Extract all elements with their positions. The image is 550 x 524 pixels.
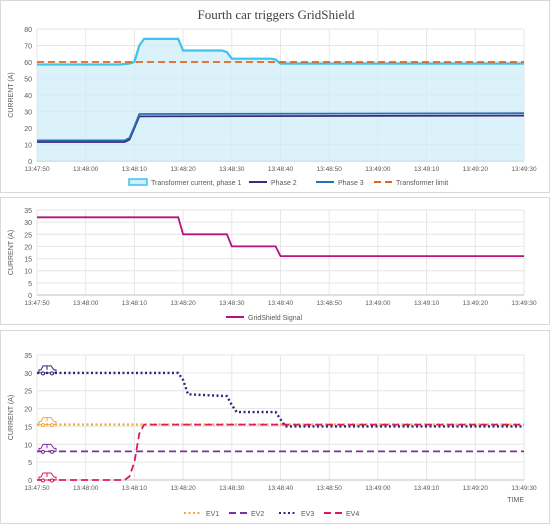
chart-panel-gridshield: 0 5 10 15 20 25 30 35 13:47:50 13:48:00 13:48:10 13… xyxy=(0,197,550,325)
x-tick-label: 13:49:20 xyxy=(463,300,489,307)
x-tick-label: 13:48:40 xyxy=(268,300,294,307)
y-tick-label: 20 xyxy=(24,126,32,133)
series-area-0 xyxy=(37,38,524,161)
x-tick-label: 13:48:00 xyxy=(73,166,99,173)
y-tick-label: 10 xyxy=(24,442,32,449)
series-line-3 xyxy=(37,423,524,481)
x-tick-label: 13:48:30 xyxy=(219,300,245,307)
x-tick-label: 13:48:50 xyxy=(317,485,343,492)
y-tick-label: 25 xyxy=(24,389,32,396)
y-tick-label: 35 xyxy=(24,353,32,360)
legend-label: Transformer limit xyxy=(396,180,448,187)
x-tick-label: 13:48:10 xyxy=(122,300,148,307)
y-tick-label: 5 xyxy=(28,460,32,467)
x-tick-label: 13:49:30 xyxy=(511,485,537,492)
y-tick-label: 25 xyxy=(24,232,32,239)
legend-label: Transformer current, phase 1 xyxy=(151,180,241,187)
y-tick-label: 20 xyxy=(24,407,32,414)
x-tick-label: 13:49:10 xyxy=(414,485,440,492)
x-tick-label: 13:47:50 xyxy=(24,300,50,307)
x-tick-label: 13:48:50 xyxy=(317,166,343,173)
x-tick-label: 13:47:50 xyxy=(24,166,50,173)
x-tick-label: 13:48:00 xyxy=(73,485,99,492)
legend-label: EV4 xyxy=(346,511,359,518)
x-tick-label: 13:48:20 xyxy=(170,166,196,173)
x-tick-label: 13:48:30 xyxy=(219,166,245,173)
x-tick-label: 13:48:40 xyxy=(268,485,294,492)
y-tick-label: 10 xyxy=(24,143,32,150)
x-tick-label: 13:48:20 xyxy=(170,300,196,307)
chart-panel-ev: 0 5 10 15 20 25 30 35 13:47:50 13:48:00 13:48:10 13… xyxy=(0,330,550,524)
y-tick-label: 15 xyxy=(24,424,32,431)
chart-panel-transformer: Fourth car triggers GridShield 0 10 20 30 40… xyxy=(0,0,550,193)
y-axis-label: CURRENT (A) xyxy=(8,395,15,440)
y-tick-label: 20 xyxy=(24,244,32,251)
x-tick-label: 13:49:00 xyxy=(365,485,391,492)
legend-label: Phase 2 xyxy=(271,180,297,187)
y-tick-label: 5 xyxy=(28,281,32,288)
x-tick-label: 13:48:10 xyxy=(122,485,148,492)
y-tick-label: 40 xyxy=(24,93,32,100)
x-tick-label: 13:49:30 xyxy=(511,300,537,307)
x-tick-label: 13:48:00 xyxy=(73,300,99,307)
x-tick-label: 13:49:20 xyxy=(463,485,489,492)
legend-label: EV1 xyxy=(206,511,219,518)
gridshield-chart: 0 5 10 15 20 25 30 35 13:47:50 13:48:00 13:48:10 13… xyxy=(8,208,537,322)
y-tick-label: 15 xyxy=(24,257,32,264)
y-tick-label: 0 xyxy=(28,478,32,485)
x-tick-label: 13:48:30 xyxy=(219,485,245,492)
legend-label: EV3 xyxy=(301,511,314,518)
y-tick-label: 35 xyxy=(24,208,32,215)
y-tick-label: 30 xyxy=(24,220,32,227)
car-icon xyxy=(38,365,57,376)
series-line-0 xyxy=(37,216,524,257)
x-tick-label: 13:48:50 xyxy=(317,300,343,307)
y-tick-label: 60 xyxy=(24,60,32,67)
x-axis-label: TIME xyxy=(507,497,524,504)
y-tick-label: 50 xyxy=(24,77,32,84)
y-tick-label: 30 xyxy=(24,110,32,117)
y-axis-label: CURRENT (A) xyxy=(8,72,15,117)
x-tick-label: 13:49:00 xyxy=(365,166,391,173)
y-tick-label: 0 xyxy=(28,159,32,166)
car-icon xyxy=(38,417,57,428)
legend-label: Phase 3 xyxy=(338,180,364,187)
x-tick-label: 13:49:10 xyxy=(414,300,440,307)
car-icon xyxy=(38,472,57,483)
chart-title: Fourth car triggers GridShield xyxy=(197,7,355,22)
x-tick-label: 13:49:00 xyxy=(365,300,391,307)
transformer-chart: 0 10 20 30 40 50 60 70 80 13:47:50 13:48:00 13:48:1… xyxy=(8,27,537,187)
y-tick-label: 30 xyxy=(24,371,32,378)
x-tick-label: 13:49:20 xyxy=(463,166,489,173)
x-tick-label: 13:47:50 xyxy=(24,485,50,492)
ev-chart: 0 5 10 15 20 25 30 35 13:47:50 13:48:00 13:48:10 13… xyxy=(8,353,537,518)
car-icon xyxy=(38,443,57,454)
y-axis-label: CURRENT (A) xyxy=(8,230,15,275)
x-tick-label: 13:49:10 xyxy=(414,166,440,173)
y-tick-label: 70 xyxy=(24,44,32,51)
x-tick-label: 13:49:30 xyxy=(511,166,537,173)
x-tick-label: 13:48:20 xyxy=(170,485,196,492)
legend-label: EV2 xyxy=(251,511,264,518)
y-tick-label: 0 xyxy=(28,293,32,300)
legend-swatch xyxy=(128,178,148,186)
y-tick-label: 80 xyxy=(24,27,32,34)
legend-label: GridShield Signal xyxy=(248,315,303,322)
y-tick-label: 10 xyxy=(24,269,32,276)
x-tick-label: 13:48:40 xyxy=(268,166,294,173)
series-line-2 xyxy=(37,112,525,142)
x-tick-label: 13:48:10 xyxy=(122,166,148,173)
